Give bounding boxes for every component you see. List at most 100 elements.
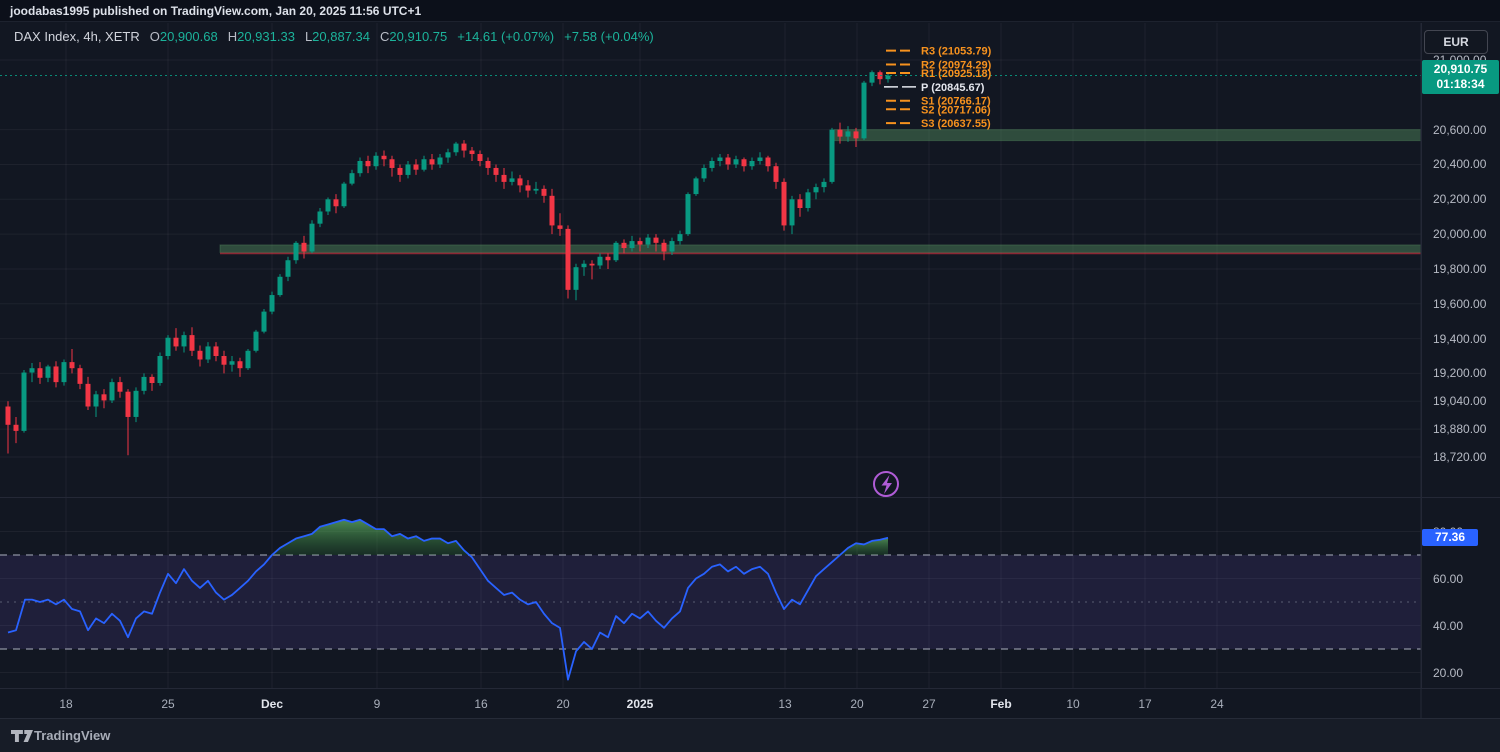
pivot-label-r1: R1 (20925.18): [921, 68, 992, 80]
candle-body: [701, 167, 707, 179]
candle-body: [437, 157, 443, 165]
time-tick: Dec: [260, 697, 283, 711]
candle-body: [885, 75, 891, 80]
time-tick: 16: [474, 697, 488, 711]
candle-body: [781, 181, 787, 226]
open-value: 20,900.68: [159, 29, 218, 44]
rsi-overbought-fill: [840, 537, 888, 555]
low-value: 20,887.34: [312, 29, 371, 44]
candle-body: [517, 178, 523, 186]
pivot-label-s1: S1 (20766.17): [921, 96, 991, 108]
candle-body: [717, 157, 723, 161]
time-tick: Feb: [990, 697, 1012, 711]
candle-body: [581, 263, 587, 268]
candle-body: [277, 276, 283, 296]
candle-body: [693, 178, 699, 195]
candle-body: [301, 242, 307, 252]
candle-body: [773, 166, 779, 182]
candle-body: [373, 155, 379, 167]
candle-body: [365, 160, 371, 167]
candle-body: [413, 164, 419, 170]
candle-body: [21, 372, 27, 431]
candle-body: [357, 160, 363, 174]
candle-body: [269, 295, 275, 312]
candle-body: [653, 237, 659, 243]
candle-body: [109, 382, 115, 401]
candle-body: [501, 174, 507, 182]
change-percent: +7.58 (+0.04%): [564, 29, 654, 44]
candle-body: [837, 129, 843, 137]
candle-body: [349, 173, 355, 184]
candle-body: [221, 356, 227, 365]
pivot-label-s3: S3 (20637.55): [921, 118, 991, 130]
candle-body: [205, 346, 211, 360]
candle-body: [53, 366, 59, 383]
candle-body: [5, 406, 11, 425]
pane-separator[interactable]: [0, 497, 1500, 498]
candle-body: [821, 181, 827, 188]
rsi-tick: 40.00: [1433, 618, 1464, 633]
currency-button[interactable]: EUR: [1424, 30, 1488, 54]
price-tick: 19,800.00: [1433, 261, 1487, 276]
candle-body: [229, 361, 235, 365]
price-axis[interactable]: 21,000.0020,600.0020,400.0020,200.0020,0…: [1421, 23, 1500, 688]
candle-body: [333, 199, 339, 207]
candle-body: [285, 260, 291, 277]
candle-body: [133, 390, 139, 417]
candle-body: [805, 192, 811, 209]
candle-body: [573, 267, 579, 290]
time-tick: 2025: [626, 697, 654, 711]
lightning-icon[interactable]: [873, 471, 899, 497]
symbol-legend: DAX Index, 4h, XETR O20,900.68 H20,931.33 L…: [14, 29, 654, 47]
candle-body: [389, 159, 395, 168]
candle-body: [445, 152, 451, 158]
candle-body: [797, 199, 803, 209]
candle-body: [845, 131, 851, 137]
candle-body: [165, 337, 171, 357]
candle-body: [37, 368, 43, 378]
candle-body: [829, 129, 835, 182]
candle-body: [733, 159, 739, 165]
price-tick: 19,400.00: [1433, 331, 1487, 346]
candle-body: [125, 391, 131, 417]
tradingview-brand-text[interactable]: TradingView: [34, 728, 111, 743]
candle-body: [757, 157, 763, 161]
lightning-bolt-glyph: [881, 475, 892, 494]
candle-body: [341, 183, 347, 207]
low-label: L: [304, 29, 313, 44]
candle-body: [173, 337, 179, 347]
candle-body: [381, 155, 387, 160]
candle-body: [45, 366, 51, 378]
candle-body: [613, 242, 619, 261]
time-tick: 17: [1138, 697, 1152, 711]
candle-body: [725, 157, 731, 165]
candle-body: [541, 188, 547, 196]
time-tick: 25: [161, 697, 175, 711]
bar-countdown: 01:18:34: [1436, 77, 1485, 91]
candle-body: [213, 346, 219, 357]
candle-body: [621, 242, 627, 249]
open-label: O: [149, 29, 160, 44]
candle-body: [61, 362, 67, 383]
candle-body: [237, 361, 243, 369]
rsi-line[interactable]: [7, 518, 889, 681]
close-value: 20,910.75: [389, 29, 448, 44]
candle-body: [149, 376, 155, 383]
candle-body: [861, 82, 867, 139]
candle-body: [629, 241, 635, 249]
candle-body: [669, 241, 675, 252]
candle-body: [261, 311, 267, 332]
price-tick: 20,400.00: [1433, 157, 1487, 172]
candle-body: [677, 234, 683, 242]
supply-demand-zone[interactable]: [219, 244, 1422, 253]
candle-body: [317, 211, 323, 224]
candle-body: [461, 143, 467, 151]
supply-demand-zone[interactable]: [833, 129, 1422, 142]
price-tick: 18,720.00: [1433, 450, 1487, 464]
candle-body: [765, 157, 771, 167]
rsi-tick: 20.00: [1433, 665, 1464, 680]
candle-body: [189, 335, 195, 351]
tradingview-logo-icon[interactable]: [11, 729, 33, 743]
time-axis[interactable]: 18 25 Dec 9 16 20 2025 13 20 27 Feb 10 17 24: [0, 688, 1500, 719]
